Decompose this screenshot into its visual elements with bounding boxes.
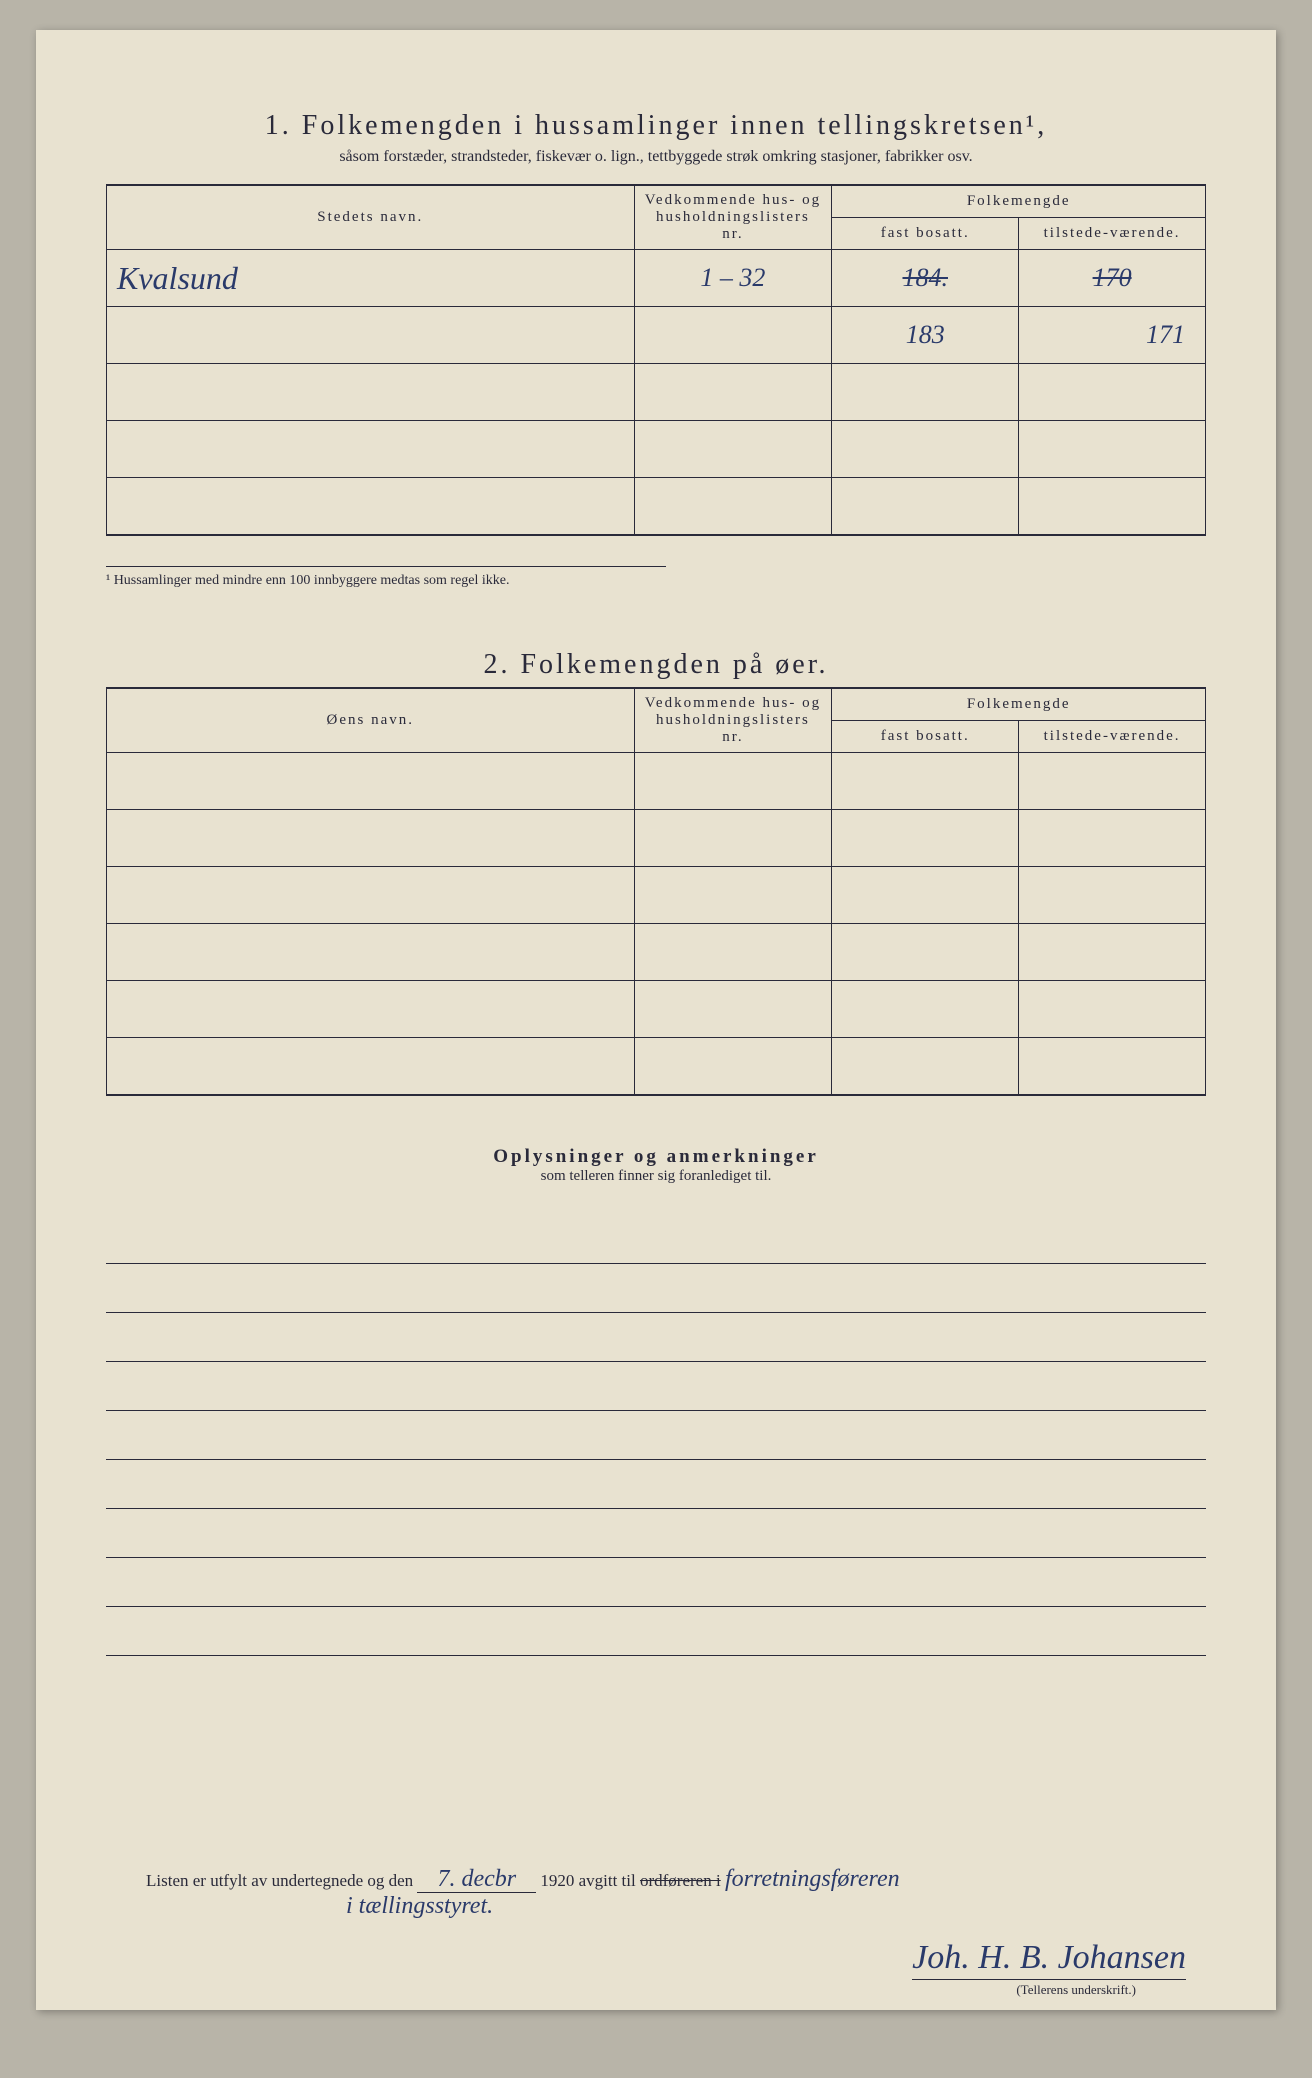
th-fast: fast bosatt. [832,218,1019,250]
row-fast-corrected: 183 [906,320,945,349]
remark-line [106,1509,1206,1558]
table-row [107,867,1206,924]
remark-line [106,1460,1206,1509]
section2-title: 2. Folkemengden på øer. [106,649,1206,681]
table-row [107,981,1206,1038]
th-stedets-navn: Stedets navn. [107,185,635,250]
footer-struck: ordføreren i [640,1871,721,1890]
th-fast2: fast bosatt. [832,721,1019,753]
row-nr: 1 – 32 [700,263,765,292]
footer-line2: i tællingsstyret. [346,1893,493,1919]
section2-table: Øens navn. Vedkommende hus- og husholdni… [106,687,1206,1096]
section1-title-text: Folkemengden i hussamlinger innen tellin… [302,110,1047,141]
remarks-title: Oplysninger og anmerkninger [106,1146,1206,1168]
footer-prefix: Listen er utfylt av undertegnede og den [146,1871,413,1890]
signature: Joh. H. B. Johansen [912,1939,1186,1980]
table-row: Kvalsund 1 – 32 184. 170 [107,250,1206,307]
signature-label: (Tellerens underskrift.) [1016,1982,1136,1998]
section1-table: Stedets navn. Vedkommende hus- og hushol… [106,184,1206,536]
section1-footnote: ¹ Hussamlinger med mindre enn 100 innbyg… [106,566,666,589]
census-form-page: 1. Folkemengden i hussamlinger innen tel… [36,30,1276,2010]
row-til-struck: 170 [1093,263,1132,292]
table-row [107,753,1206,810]
th-tilstede2: tilstede-værende. [1019,721,1206,753]
footer-role: forretningsføreren [725,1866,900,1892]
footer-line: Listen er utfylt av undertegnede og den … [146,1866,1206,1920]
table-row: 183 171 [107,307,1206,364]
remark-line [106,1264,1206,1313]
th-vedkommende: Vedkommende hus- og husholdningslisters … [634,185,832,250]
th-folkemengde2: Folkemengde [832,688,1206,721]
row-name: Kvalsund [117,260,238,296]
remark-line [106,1313,1206,1362]
section1-title: 1. Folkemengden i hussamlinger innen tel… [106,110,1206,142]
footer-year: 1920 [540,1871,574,1890]
section2-number: 2. [483,649,510,680]
section1-subtitle: såsom forstæder, strandsteder, fiskevær … [106,148,1206,166]
th-oens-navn: Øens navn. [107,688,635,753]
remark-line [106,1607,1206,1656]
section2-title-text: Folkemengden på øer. [520,649,828,680]
remark-line [106,1362,1206,1411]
table-row [107,478,1206,536]
table-row [107,924,1206,981]
th-vedkommende2: Vedkommende hus- og husholdningslisters … [634,688,832,753]
remarks-subtitle: som telleren finner sig foranlediget til… [106,1168,1206,1185]
table-row [107,810,1206,867]
remark-line [106,1411,1206,1460]
th-folkemengde: Folkemengde [832,185,1206,218]
remark-line [106,1215,1206,1264]
table-row [107,421,1206,478]
remark-line [106,1558,1206,1607]
section1-number: 1. [265,110,292,141]
row-fast-struck: 184. [902,263,948,292]
table-row [107,1038,1206,1096]
row-til-corrected: 171 [1146,320,1185,349]
footer-middle: avgitt til [579,1871,636,1890]
footer-date: 7. decbr [417,1866,536,1893]
th-tilstede: tilstede-værende. [1019,218,1206,250]
table-row [107,364,1206,421]
